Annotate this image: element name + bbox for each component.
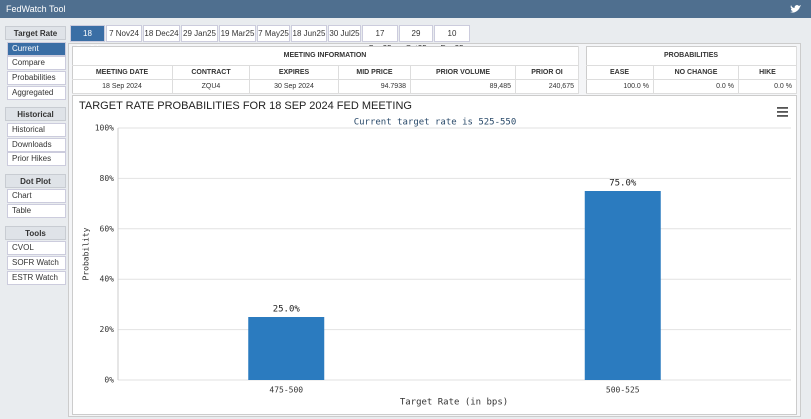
value-label: 25.0% xyxy=(273,305,301,315)
sidebar-section-title: Dot Plot xyxy=(5,173,66,188)
column-header: PRIOR VOLUME xyxy=(411,66,516,80)
sidebar-item[interactable]: Downloads xyxy=(7,137,66,152)
table-cell: 240,675 xyxy=(516,80,579,94)
column-header: MID PRICE xyxy=(339,66,411,80)
date-tab[interactable]: 19 Mar25 xyxy=(219,25,256,42)
column-header: EXPIRES xyxy=(250,66,339,80)
date-tab[interactable]: 17 Sep25 xyxy=(362,25,398,53)
sidebar-section-title: Target Rate xyxy=(5,26,66,40)
sidebar-section-title: Historical xyxy=(5,107,66,122)
table-cell: ZQU4 xyxy=(173,80,250,94)
sidebar-item[interactable]: CVOL xyxy=(7,241,66,256)
table-cell: 94.7938 xyxy=(339,80,411,94)
sidebar-item[interactable]: Probabilities xyxy=(7,70,66,85)
x-tick-label: 475-500 xyxy=(269,386,303,395)
sidebar-item[interactable]: SOFR Watch xyxy=(7,256,66,270)
table-cell: 100.0 % xyxy=(586,80,654,94)
bar xyxy=(248,317,325,380)
app-title: FedWatch Tool xyxy=(0,0,811,18)
sidebar-item[interactable]: Prior Hikes xyxy=(7,152,66,167)
table-cell: 89,485 xyxy=(411,80,516,94)
table-cell: 0.0 % xyxy=(654,80,739,94)
y-tick-label: 0% xyxy=(104,376,114,385)
menu-icon[interactable] xyxy=(777,107,788,117)
chart-subtitle: Current target rate is 525-550 xyxy=(354,118,517,128)
date-tab[interactable]: 18 Jun25 xyxy=(291,25,327,42)
sidebar-item[interactable]: Historical xyxy=(7,122,66,137)
column-header: NO CHANGE xyxy=(654,66,739,80)
chart: TARGET RATE PROBABILITIES FOR 18 SEP 202… xyxy=(79,100,791,408)
sidebar-item[interactable]: ESTR Watch xyxy=(7,270,66,285)
sidebar-item[interactable]: Chart xyxy=(7,189,66,204)
y-tick-label: 100% xyxy=(95,124,114,133)
column-header: PRIOR OI xyxy=(516,66,579,80)
info-table xyxy=(586,46,797,94)
sidebar-item[interactable]: Current xyxy=(7,41,66,56)
sidebar-section-title: Tools xyxy=(5,225,66,240)
twitter-icon[interactable] xyxy=(790,4,802,14)
date-tab[interactable]: 7 Nov24 xyxy=(106,25,142,42)
y-axis-label: Probability xyxy=(82,227,91,280)
column-header: MEETING DATE xyxy=(72,66,173,80)
table-title: PROBABILITIES xyxy=(586,46,797,66)
table-cell: 18 Sep 2024 xyxy=(72,80,173,94)
column-header: HIKE xyxy=(739,66,797,80)
bar xyxy=(584,191,661,380)
date-tab[interactable]: 10 Dec25 xyxy=(434,25,470,53)
table-title: MEETING INFORMATION xyxy=(72,46,579,66)
x-axis-label: Target Rate (in bps) xyxy=(400,398,508,408)
table-cell: 30 Sep 2024 xyxy=(250,80,339,94)
date-tab[interactable]: 29 Oct25 xyxy=(399,25,433,53)
sidebar-item[interactable]: Table xyxy=(7,204,66,219)
date-tab[interactable]: 7 May25 xyxy=(257,25,290,42)
x-tick-label: 500-525 xyxy=(606,386,640,395)
y-tick-label: 60% xyxy=(100,224,115,233)
date-tab[interactable]: 18 Dec24 xyxy=(143,25,180,42)
column-header: EASE xyxy=(586,66,654,80)
date-tab[interactable]: 30 Jul25 xyxy=(328,25,361,42)
value-label: 75.0% xyxy=(609,179,637,189)
sidebar-item[interactable]: Aggregated xyxy=(7,85,66,100)
chart-title: TARGET RATE PROBABILITIES FOR 18 SEP 202… xyxy=(79,100,412,112)
date-tab[interactable]: 29 Jan25 xyxy=(181,25,218,42)
y-tick-label: 80% xyxy=(100,174,115,183)
y-tick-label: 20% xyxy=(100,325,115,334)
y-tick-label: 40% xyxy=(100,275,115,284)
table-cell: 0.0 % xyxy=(739,80,797,94)
column-header: CONTRACT xyxy=(173,66,250,80)
info-table xyxy=(72,46,579,94)
chart-panel: TARGET RATE PROBABILITIES FOR 18 SEP 202… xyxy=(72,95,797,415)
date-tab[interactable]: 18 Sep24 xyxy=(70,25,105,53)
sidebar-item[interactable]: Compare xyxy=(7,56,66,71)
